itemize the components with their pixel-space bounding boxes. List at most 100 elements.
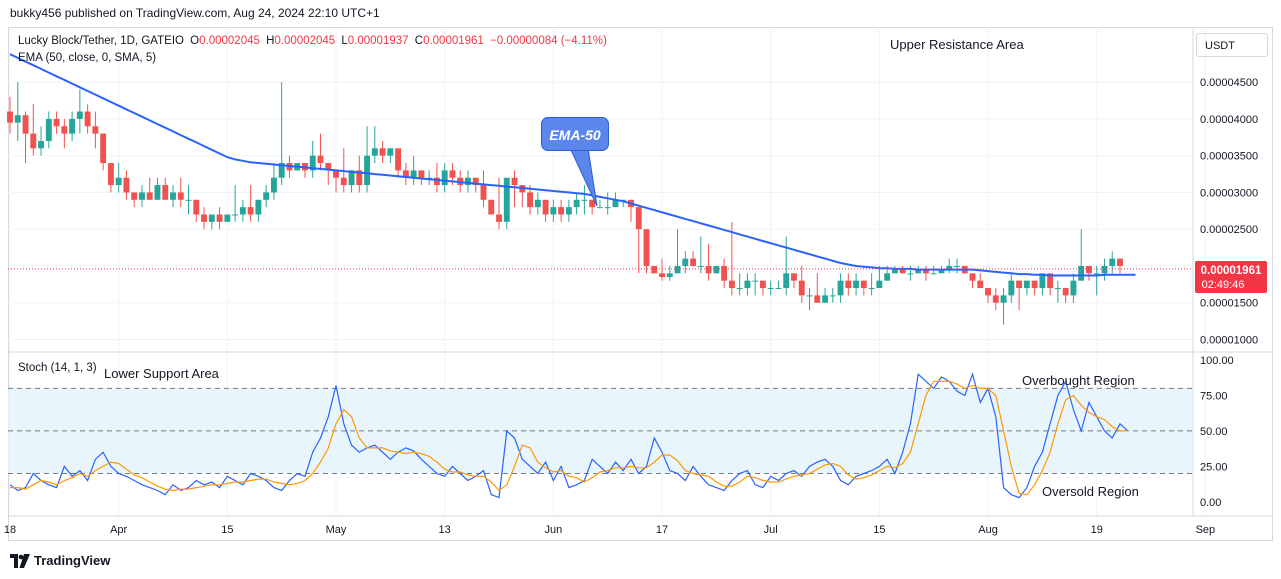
candle-body (84, 111, 91, 127)
candle-body (449, 170, 456, 178)
candles-layer (7, 82, 1123, 325)
candle-body (1016, 280, 1023, 289)
candle-up (775, 280, 782, 290)
candle-up (744, 273, 751, 296)
candle-body (232, 214, 239, 216)
candle-body (596, 207, 603, 209)
candle-up (38, 126, 44, 156)
candle-body (1031, 280, 1038, 289)
candle-down (798, 265, 805, 303)
price-axis-labels: 0.00004500 0.00004000 0.00003500 0.00003000… (1200, 77, 1258, 346)
currency-button[interactable]: USDT (1196, 33, 1268, 57)
candle-down (193, 199, 200, 222)
candle-up (255, 199, 262, 222)
candle-body (969, 273, 976, 281)
chart-frame[interactable] (8, 27, 1273, 541)
time-tick-label: 15 (221, 524, 233, 536)
stoch-tick-label: 50.00 (1200, 426, 1228, 438)
stoch-legend[interactable]: Stoch (14, 1, 3) (18, 362, 97, 374)
candle-up (954, 258, 960, 274)
time-tick-label: Apr (110, 524, 127, 536)
candle-body (22, 115, 29, 134)
candle-up (550, 199, 557, 222)
candle-body (1109, 258, 1116, 266)
candle-up (604, 192, 611, 215)
tradingview-footer[interactable]: TradingView (10, 553, 110, 568)
candle-up (1008, 273, 1015, 303)
high-value: 0.00002045 (274, 35, 336, 47)
candle-body (263, 192, 270, 200)
candle-body (1078, 265, 1085, 281)
candle-down (131, 192, 138, 208)
candle-down (7, 96, 13, 134)
candle-body (309, 155, 316, 171)
price-tick-label: 0.00003500 (1200, 151, 1258, 163)
candle-body (177, 192, 184, 200)
price-badge-value: 0.00001961 (1201, 265, 1262, 277)
candle-body (705, 265, 712, 274)
candle-body (814, 295, 821, 303)
candle-body (868, 288, 875, 290)
candle-body (697, 265, 704, 267)
candle-body (1000, 295, 1007, 303)
candle-up (713, 265, 720, 274)
candle-up (565, 199, 572, 222)
price-tick-label: 0.00004500 (1200, 77, 1258, 89)
candle-body (938, 269, 945, 274)
candle-body (791, 273, 797, 281)
candle-body (573, 199, 580, 208)
candle-up (270, 163, 277, 200)
candle-body (379, 148, 386, 156)
candle-body (418, 170, 425, 178)
stoch-tick-label: 100.00 (1200, 355, 1234, 367)
candle-body (325, 163, 332, 171)
candle-body (208, 214, 215, 222)
candle-up (278, 82, 285, 186)
price-tick-label: 0.00002500 (1200, 224, 1258, 236)
candle-body (1086, 265, 1092, 274)
symbol-title[interactable]: Lucky Block/Tether, 1D, GATEIO (18, 35, 184, 47)
candle-down (1117, 258, 1123, 274)
candle-body (643, 229, 650, 266)
candle-body (162, 185, 169, 200)
stoch-d-line (10, 380, 1128, 496)
ema-legend[interactable]: EMA (50, close, 0, SMA, 5) (18, 52, 157, 64)
candle-body (255, 199, 262, 215)
candle-body (798, 280, 805, 296)
candle-body (930, 273, 937, 275)
candle-body (822, 295, 828, 303)
candle-body (666, 273, 673, 277)
candle-down (651, 265, 658, 274)
candle-body (348, 170, 355, 186)
candle-body (884, 273, 891, 281)
candle-up (666, 265, 673, 281)
candle-up (837, 273, 844, 303)
candle-body (395, 148, 402, 171)
candle-up (410, 155, 417, 186)
candle-body (170, 192, 176, 200)
candle-body (278, 163, 285, 178)
time-tick-label: 18 (4, 524, 16, 536)
candle-down (201, 207, 208, 230)
high-label: H (266, 35, 275, 47)
candle-body (185, 199, 192, 201)
candle-body (115, 177, 122, 186)
candle-body (503, 177, 510, 222)
candle-body (977, 280, 984, 289)
candle-up (371, 126, 378, 164)
candle-up (1101, 258, 1108, 281)
candle-body (565, 207, 572, 215)
candle-body (728, 280, 735, 289)
candle-up (465, 170, 471, 193)
candle-up (806, 288, 813, 311)
candle-body (1062, 288, 1069, 296)
candle-up (573, 192, 580, 215)
time-tick-label: 15 (873, 524, 885, 536)
open-label: O (190, 35, 200, 47)
low-value: 0.00001937 (347, 35, 409, 47)
candle-down (558, 199, 565, 222)
candle-down (22, 111, 29, 164)
candle-body (752, 280, 759, 282)
candle-body (480, 185, 487, 200)
